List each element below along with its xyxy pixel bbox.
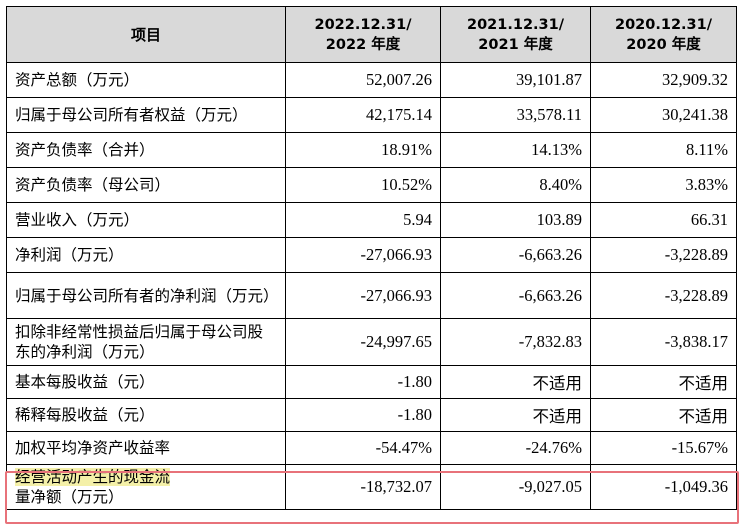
cell-2021: -24.76% [440, 431, 591, 465]
row-label: 稀释每股收益（元） [6, 398, 286, 432]
cell-2021: -9,027.05 [440, 464, 591, 510]
cell-2022: -18,732.07 [285, 464, 441, 510]
table-row-highlighted: 经营活动产生的现金流量净额（万元） -18,732.07 -9,027.05 -… [6, 464, 737, 510]
cell-2020: 3.83% [590, 167, 737, 203]
header-item: 项目 [6, 6, 286, 63]
table-row: 扣除非经常性损益后归属于母公司股东的净利润（万元） -24,997.65 -7,… [6, 318, 737, 366]
cell-2022: -54.47% [285, 431, 441, 465]
cell-2020: 不适用 [590, 365, 737, 399]
row-label: 营业收入（万元） [6, 202, 286, 238]
cell-2022: 18.91% [285, 132, 441, 168]
cell-2022: 10.52% [285, 167, 441, 203]
table-row: 归属于母公司所有者的净利润（万元） -27,066.93 -6,663.26 -… [6, 272, 737, 319]
header-2021: 2021.12.31/2021 年度 [440, 6, 591, 63]
cell-2022: 52,007.26 [285, 62, 441, 98]
row-label: 经营活动产生的现金流量净额（万元） [6, 464, 286, 510]
row-label: 归属于母公司所有者权益（万元） [6, 97, 286, 133]
cell-2020: -3,228.89 [590, 237, 737, 273]
cell-2020: 8.11% [590, 132, 737, 168]
table-row: 归属于母公司所有者权益（万元） 42,175.14 33,578.11 30,2… [6, 97, 737, 133]
row-label: 扣除非经常性损益后归属于母公司股东的净利润（万元） [6, 318, 286, 366]
cell-2022: 42,175.14 [285, 97, 441, 133]
cell-2021: 14.13% [440, 132, 591, 168]
table-row: 营业收入（万元） 5.94 103.89 66.31 [6, 202, 737, 238]
row-label: 资产负债率（合并） [6, 132, 286, 168]
table-row: 基本每股收益（元） -1.80 不适用 不适用 [6, 365, 737, 399]
cell-2021: 不适用 [440, 398, 591, 432]
cell-2022: -27,066.93 [285, 272, 441, 319]
cell-2020: -1,049.36 [590, 464, 737, 510]
cell-2022: -1.80 [285, 398, 441, 432]
cell-2021: 33,578.11 [440, 97, 591, 133]
cell-2021: 不适用 [440, 365, 591, 399]
header-2022: 2022.12.31/2022 年度 [285, 6, 441, 63]
cell-2022: -1.80 [285, 365, 441, 399]
cell-2022: -24,997.65 [285, 318, 441, 366]
cell-2020: -3,228.89 [590, 272, 737, 319]
row-label: 加权平均净资产收益率 [6, 431, 286, 465]
table-row: 资产总额（万元） 52,007.26 39,101.87 32,909.32 [6, 62, 737, 98]
cell-2020: 66.31 [590, 202, 737, 238]
table-row: 资产负债率（母公司） 10.52% 8.40% 3.83% [6, 167, 737, 203]
cell-2022: -27,066.93 [285, 237, 441, 273]
header-2020: 2020.12.31/2020 年度 [590, 6, 737, 63]
cell-2021: -6,663.26 [440, 237, 591, 273]
cell-2020: 不适用 [590, 398, 737, 432]
row-label-rest: 量净额（万元） [15, 488, 124, 506]
table-row: 加权平均净资产收益率 -54.47% -24.76% -15.67% [6, 431, 737, 465]
cell-2021: 39,101.87 [440, 62, 591, 98]
highlighted-text: 经营活动产生的现金流 [15, 468, 171, 486]
table-row: 净利润（万元） -27,066.93 -6,663.26 -3,228.89 [6, 237, 737, 273]
row-label: 净利润（万元） [6, 237, 286, 273]
cell-2021: -7,832.83 [440, 318, 591, 366]
cell-2021: -6,663.26 [440, 272, 591, 319]
cell-2020: -3,838.17 [590, 318, 737, 366]
cell-2021: 8.40% [440, 167, 591, 203]
financial-indicators-table: 项目 2022.12.31/2022 年度 2021.12.31/2021 年度… [6, 6, 737, 510]
header-row: 项目 2022.12.31/2022 年度 2021.12.31/2021 年度… [6, 6, 737, 63]
table-row: 稀释每股收益（元） -1.80 不适用 不适用 [6, 398, 737, 432]
cell-2020: 30,241.38 [590, 97, 737, 133]
cell-2020: -15.67% [590, 431, 737, 465]
row-label: 基本每股收益（元） [6, 365, 286, 399]
cell-2021: 103.89 [440, 202, 591, 238]
table-row: 资产负债率（合并） 18.91% 14.13% 8.11% [6, 132, 737, 168]
row-label: 资产总额（万元） [6, 62, 286, 98]
row-label: 归属于母公司所有者的净利润（万元） [6, 272, 286, 319]
cell-2020: 32,909.32 [590, 62, 737, 98]
cell-2022: 5.94 [285, 202, 441, 238]
row-label: 资产负债率（母公司） [6, 167, 286, 203]
